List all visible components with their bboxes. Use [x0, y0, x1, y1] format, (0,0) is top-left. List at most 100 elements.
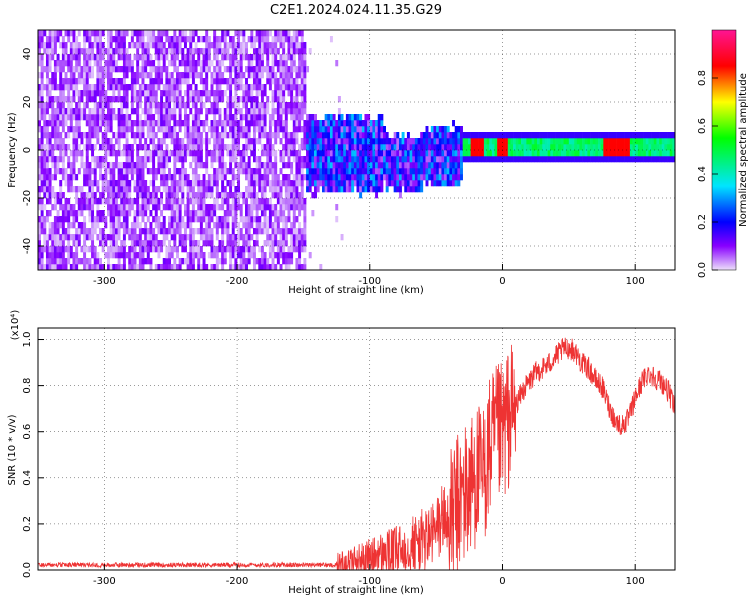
spectrogram-cell [324, 156, 328, 163]
spectrogram-cell [308, 168, 312, 175]
spectrogram-cell [351, 138, 355, 145]
spectrogram-cell [128, 204, 132, 211]
spectrogram-cell [85, 120, 89, 127]
spectrogram-cell [239, 264, 243, 270]
spectrogram-cell [348, 126, 352, 133]
spectrogram-cell [107, 168, 110, 175]
spectrogram-cell [117, 78, 121, 85]
spectrogram-cell [197, 216, 201, 223]
spectrogram-cell [168, 198, 171, 205]
spectrogram-cell [194, 168, 198, 175]
spectrogram-cell [234, 264, 238, 270]
spectrogram-cell [69, 246, 73, 253]
spectrogram-cell [199, 138, 203, 145]
spectrogram-cell [176, 210, 179, 217]
spectrogram-cell [194, 90, 198, 97]
spectrogram-cell [303, 60, 307, 67]
spectrogram-cell [271, 240, 275, 247]
spectrogram-cell [438, 168, 442, 175]
spectrogram-cell [242, 96, 246, 103]
spectrogram-cell [77, 30, 81, 37]
spectrogram-cell [460, 132, 463, 139]
spectrogram-cell [181, 180, 185, 187]
spectrogram-cell [170, 180, 174, 187]
spectrogram-cell [672, 150, 675, 157]
spectrogram-cell [189, 72, 193, 79]
spectrogram-cell [107, 234, 110, 241]
spectrogram-cell [107, 102, 110, 109]
spectrogram-cell [104, 144, 108, 151]
spectrogram-cell [197, 90, 201, 97]
spectrogram-cell [181, 162, 185, 169]
spectrogram-cell [218, 96, 222, 103]
spectrogram-cell [444, 168, 448, 175]
spectrogram-cell [460, 174, 463, 181]
spectrogram-cell [178, 258, 182, 265]
spectrogram-cell [409, 162, 413, 169]
spectrogram-cell [645, 138, 649, 145]
spectrogram-cell [138, 138, 142, 145]
spectrogram-cell [210, 204, 214, 211]
spectrogram-cell [290, 102, 294, 109]
spectrogram-cell [247, 174, 251, 181]
spectrogram-cell [335, 168, 339, 175]
spectrogram-cell [43, 228, 47, 235]
spectrogram-cell [125, 90, 129, 97]
spectrogram-cell [120, 108, 124, 115]
spectrogram-cell [128, 180, 132, 187]
spectrogram-cell [218, 192, 222, 199]
spectrogram-cell [170, 108, 174, 115]
spectrogram-cell [59, 42, 63, 49]
spectrogram-cell [75, 210, 79, 217]
spectrogram-cell [136, 108, 140, 115]
spectrogram-cell [231, 138, 235, 145]
spectrogram-cell [210, 240, 214, 247]
spectrogram-cell [178, 150, 182, 157]
spectrogram-cell [239, 150, 243, 157]
spectrogram-cell [43, 144, 47, 151]
spectrogram-cell [107, 264, 110, 270]
spectrogram-cell [513, 132, 517, 139]
spectrogram-cell [69, 78, 73, 85]
spectrogram-cell [481, 132, 485, 139]
spectrogram-cell [207, 216, 211, 223]
spectrogram-cell [141, 216, 145, 223]
spectrogram-cell [239, 108, 243, 115]
spectrogram-cell [194, 228, 198, 235]
spectrogram-cell [197, 36, 201, 43]
spectrogram-cell [239, 162, 243, 169]
spectrogram-cell [202, 90, 206, 97]
spectrogram-cell [279, 228, 283, 235]
spectrogram-cell [595, 150, 599, 157]
spectrogram-cell [494, 144, 498, 151]
spectrogram-cell [38, 126, 41, 133]
spectrogram-cell [221, 162, 225, 169]
spectrogram-cell [584, 138, 588, 145]
spectrogram-cell [59, 168, 63, 175]
spectrogram-cell [210, 192, 214, 199]
spectrogram-cell [154, 144, 158, 151]
spectrogram-cell [144, 204, 148, 211]
spectrogram-cell [284, 222, 288, 229]
spectrogram-cell [138, 120, 142, 127]
spectrogram-cell [276, 90, 280, 97]
spectrogram-cell [130, 42, 134, 49]
spectrogram-cell [91, 168, 95, 175]
spectrogram-cell [582, 156, 586, 163]
spectrogram-cell [444, 180, 448, 187]
spectrogram-cell [388, 162, 392, 169]
spectrogram-cell [611, 144, 615, 151]
spectrogram-cell [109, 114, 113, 121]
spectrogram-cell [571, 132, 575, 139]
spectrogram-cell [165, 264, 169, 270]
spectrogram-cell [181, 156, 185, 163]
spectrogram-cell [178, 48, 182, 55]
spectrogram-cell [322, 132, 325, 139]
spectrogram-cell [237, 246, 241, 253]
spectrogram-cell [144, 96, 148, 103]
spectrogram-cell [136, 60, 140, 67]
spectrogram-cell [460, 162, 463, 169]
spectrogram-cell [279, 204, 283, 211]
spectrogram-cell [56, 234, 60, 241]
spectrogram-cell [229, 252, 233, 259]
